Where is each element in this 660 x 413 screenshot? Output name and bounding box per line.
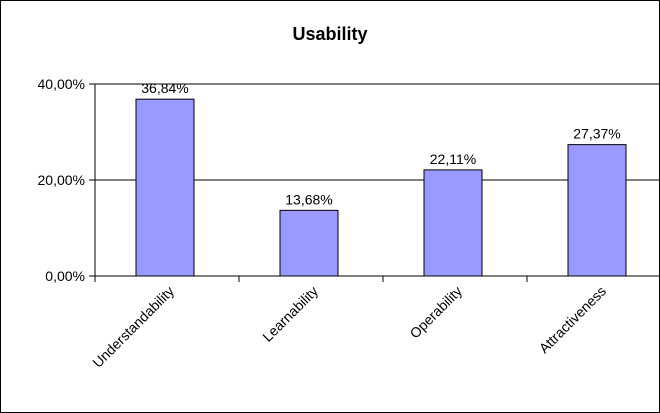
- data-label: 13,68%: [285, 191, 332, 207]
- bar-understandability: [135, 98, 195, 277]
- bar-attractiveness: [567, 144, 627, 277]
- y-tick-label: 20,00%: [38, 172, 85, 188]
- data-label: 36,84%: [141, 80, 188, 96]
- category-label: Understandability: [89, 283, 177, 371]
- y-tick-label: 40,00%: [38, 76, 85, 92]
- category-label: Operability: [406, 283, 465, 342]
- bar-learnability: [279, 209, 339, 277]
- y-tick-label: 0,00%: [45, 268, 85, 284]
- chart-title: Usability: [292, 24, 368, 44]
- category-label: Attractiveness: [536, 283, 609, 356]
- category-label: Learnability: [259, 283, 321, 345]
- axes: [89, 83, 660, 282]
- bars: [135, 98, 627, 277]
- data-label: 27,37%: [573, 126, 620, 142]
- bar-operability: [423, 169, 483, 277]
- data-label: 22,11%: [430, 151, 476, 167]
